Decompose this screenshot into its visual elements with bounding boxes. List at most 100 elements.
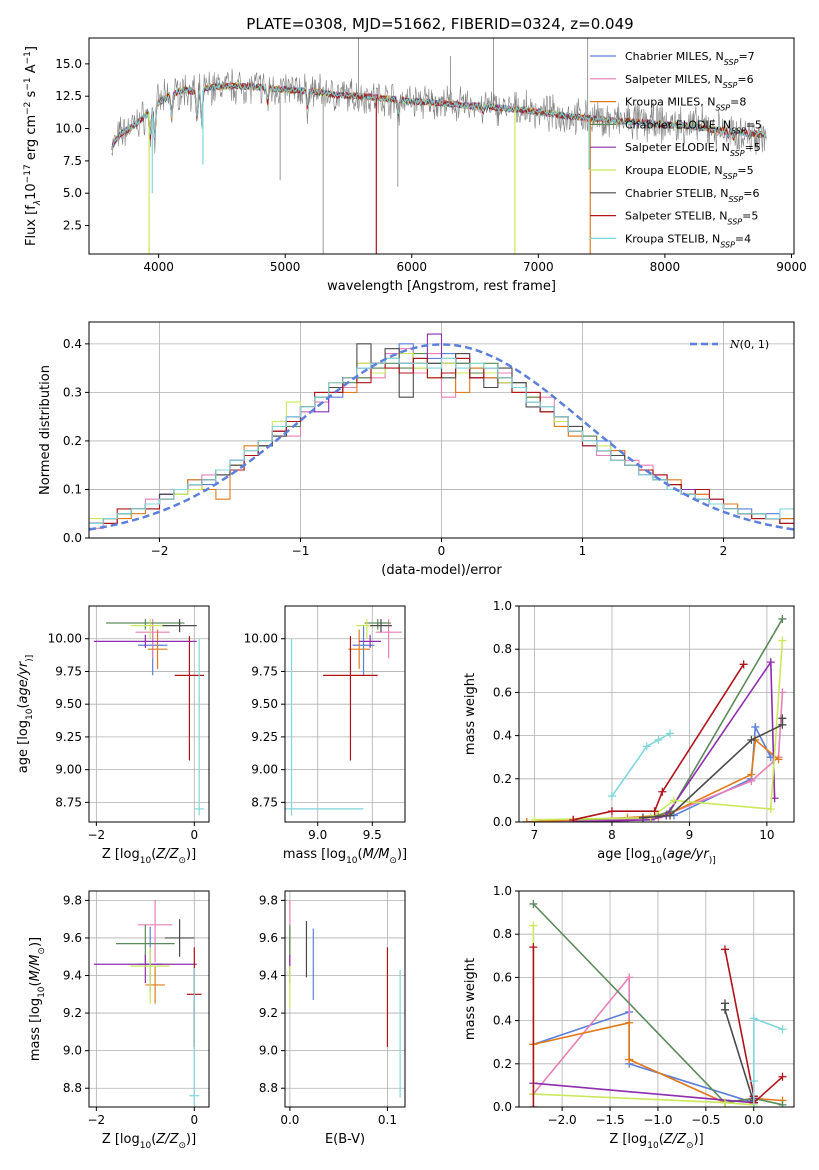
- y-tick-label: 10.00: [48, 632, 82, 646]
- y-axis-label: mass [log10(M/M⊙)]: [28, 937, 47, 1061]
- y-tick-label: 0.4: [63, 337, 82, 351]
- weight-series-line: [532, 925, 754, 1106]
- errorbar-point: [93, 634, 197, 648]
- y-tick-label: 9.75: [55, 664, 82, 678]
- x-tick-label: 0.0: [280, 1113, 299, 1127]
- errorbar-point: [189, 968, 200, 1106]
- weight-point-marker: [607, 807, 616, 816]
- plot-area: [519, 891, 794, 1107]
- histogram-series: [89, 357, 794, 524]
- y-tick-label: 9.50: [55, 697, 82, 711]
- model-spectrum-line: [111, 81, 767, 150]
- legend-entry: Kroupa MILES, NSSP=8: [625, 96, 746, 113]
- x-tick-label: 0.0: [744, 1113, 763, 1127]
- model-spectrum-line: [111, 82, 766, 150]
- x-axis-label: Z [log10(Z/Z⊙)]: [102, 847, 196, 866]
- weight-series-line: [532, 975, 754, 1104]
- weight-point-marker: [778, 636, 787, 645]
- weight-series-line: [753, 1017, 783, 1107]
- weight-point-marker: [625, 973, 634, 982]
- weight-point-marker: [666, 811, 675, 820]
- y-tick-label: 0.2: [493, 772, 512, 786]
- errorbar-point: [359, 634, 381, 648]
- model-spectrum-line: [111, 81, 767, 150]
- y-tick-label: 9.25: [55, 730, 82, 744]
- errorbar-point: [323, 636, 378, 761]
- x-tick-label: 9.5: [363, 828, 382, 842]
- weight-series-line: [724, 1003, 755, 1103]
- y-tick-label: 9.0: [259, 1044, 278, 1058]
- weight-point-marker: [642, 742, 651, 751]
- y-tick-label: 9.00: [251, 763, 278, 777]
- weight-point-marker: [625, 1055, 634, 1064]
- legend-entry: Salpeter ELODIE, NSSP=5: [625, 141, 761, 158]
- y-tick-label: 8.8: [63, 1081, 82, 1095]
- figure-title: PLATE=0308, MJD=51662, FIBERID=0324, z=0…: [246, 15, 633, 33]
- errorbar-point: [194, 638, 205, 816]
- weight-point-marker: [747, 770, 756, 779]
- weight-point-marker: [774, 755, 783, 764]
- weight-point-marker: [522, 818, 531, 822]
- y-axis-label: Flux [fλ10−17 erg cm−2 s−1 A−1]: [23, 46, 43, 246]
- y-axis-label: Normed distribution: [38, 365, 53, 495]
- y-tick-label: 1.0: [493, 884, 512, 898]
- weight-point-marker: [739, 660, 748, 669]
- weight-point-marker: [625, 1018, 634, 1027]
- axes-frame: [88, 605, 210, 823]
- weight-series-line: [526, 692, 784, 822]
- model-spectrum-line: [111, 81, 767, 150]
- weight-point-marker: [749, 1014, 758, 1023]
- x-tick-label: 8: [608, 828, 616, 842]
- errorbar-point: [364, 619, 391, 630]
- x-tick-label: −2: [151, 544, 169, 558]
- panel-mass-vs-Z: −2 0 8.8 9.0 9.2 9.4 9.6 9.8 Z [log10(Z/Z⊙)] mass…: [28, 890, 210, 1151]
- y-axis-label: mass weight: [463, 673, 478, 755]
- weight-point-marker: [666, 729, 675, 738]
- legend: Chabrier MILES, NSSP=7 Salpeter MILES, NS…: [590, 50, 762, 249]
- plot-area: [519, 606, 794, 822]
- y-tick-label: 10.0: [55, 122, 82, 136]
- y-axis-label: mass weight: [463, 958, 478, 1040]
- x-tick-label: −2: [87, 828, 105, 842]
- y-tick-label: 9.8: [259, 893, 278, 907]
- weight-point-marker: [721, 945, 730, 954]
- x-tick-label: −2.0: [548, 1113, 577, 1127]
- weight-point-marker: [650, 807, 659, 816]
- errorbar-point: [162, 619, 197, 633]
- x-tick-label: 0: [438, 544, 446, 558]
- y-tick-label: 0.8: [493, 642, 512, 656]
- x-tick-label: −1.0: [643, 1113, 672, 1127]
- plot-area: [89, 891, 209, 1107]
- weight-point-marker: [529, 921, 538, 930]
- weight-point-marker: [749, 1103, 758, 1107]
- weight-point-marker: [778, 1072, 787, 1081]
- y-tick-label: 0.6: [493, 685, 512, 699]
- y-tick-label: 9.0: [63, 1044, 82, 1058]
- y-tick-label: 0.0: [493, 1100, 512, 1114]
- y-tick-label: 9.25: [251, 730, 278, 744]
- errorbar-point: [285, 638, 364, 816]
- axes-frame: [88, 321, 795, 539]
- axes-frame: [284, 890, 406, 1108]
- weight-point-marker: [607, 792, 616, 801]
- y-tick-label: 0.8: [493, 927, 512, 941]
- x-axis-label: wavelength [Angstrom, rest frame]: [327, 279, 556, 294]
- legend-entry: Chabrier ELODIE, NSSP=5: [625, 118, 762, 135]
- x-tick-label: 8000: [650, 260, 681, 274]
- panel-residual-hist: −2 −1 0 1 2 0.0 0.1 0.2 0.3 0.4 (data-model)/error…: [38, 321, 795, 578]
- x-tick-label: −1: [292, 544, 310, 558]
- weight-point-marker: [778, 614, 787, 623]
- x-tick-label: 9: [686, 828, 694, 842]
- legend-entry: Chabrier STELIB, NSSP=6: [625, 187, 759, 204]
- weight-point-marker: [766, 805, 775, 814]
- model-spectrum-line: [111, 82, 767, 151]
- axes-frame: [284, 605, 406, 823]
- errorbar-point: [130, 947, 170, 1004]
- y-tick-label: 0.2: [63, 434, 82, 448]
- panel-spectrum: 4000 5000 6000 7000 8000 9000 2.5 5.0 7.5 10.0 12.…: [23, 37, 807, 294]
- plot-area: [285, 891, 405, 1107]
- x-tick-label: 10: [759, 828, 774, 842]
- weight-point-marker: [607, 815, 616, 822]
- x-axis-label: E(B-V): [325, 1132, 365, 1147]
- errorbar-point: [106, 619, 185, 630]
